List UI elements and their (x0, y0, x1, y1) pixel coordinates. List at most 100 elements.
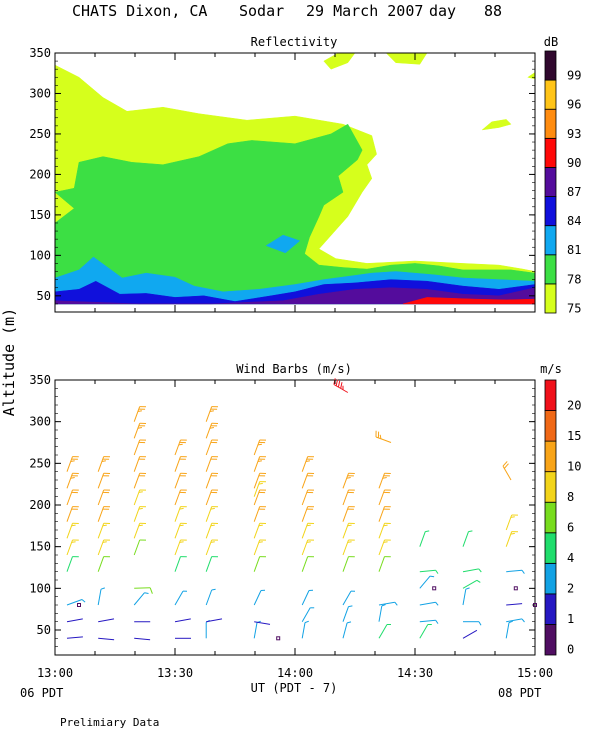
wind-barb-feather (102, 461, 106, 462)
wind-barb-feather (307, 525, 311, 526)
reflectivity-region-75db (324, 53, 355, 69)
wind-barb-shaft (98, 557, 104, 572)
wind-barb-shaft (463, 589, 466, 605)
wind-barb-feather (477, 580, 480, 582)
wind-barb-feather (307, 542, 311, 543)
wind-barb-feather (395, 602, 398, 605)
wind-barb-feather (103, 525, 107, 526)
wind-barb-shaft (67, 619, 83, 622)
wind-barb-shaft (134, 540, 140, 555)
wind-barb-feather (258, 461, 262, 462)
y-tick-label: 200 (29, 167, 51, 181)
wind-barb-feather (522, 570, 524, 573)
calm-marker (277, 637, 280, 640)
wind-barb-feather (348, 525, 352, 526)
wind-barb-feather (259, 542, 263, 543)
wind-barb-shaft (420, 570, 436, 571)
reflectivity-colorbar-label: 93 (567, 127, 581, 141)
wind-barb-shaft (302, 591, 309, 606)
wind-barb-feather (145, 593, 149, 594)
wind-barb-feather (436, 602, 439, 605)
wind-barb-feather (72, 525, 76, 526)
wind-barb-feather (180, 525, 184, 526)
wind-colorbar-swatch (545, 533, 556, 564)
wind-barb-feather (306, 461, 310, 462)
y-tick-label: 50 (37, 289, 51, 303)
wind-barb-feather (259, 525, 263, 526)
wind-barb-feather (425, 531, 429, 532)
wind-barb-shaft (463, 532, 469, 547)
wind-barb-feather (348, 542, 352, 543)
wind-barb-shaft (506, 619, 522, 622)
x-tick-label: 15:00 (517, 666, 553, 680)
wind-barb-shaft (134, 638, 150, 639)
reflectivity-colorbar-swatch (545, 284, 556, 313)
reflectivity-colorbar-swatch (545, 197, 556, 226)
wind-barb-shaft (420, 602, 436, 605)
wind-barb-shaft (134, 588, 150, 589)
wind-barb-feather (511, 517, 515, 518)
end-time-label: 08 PDT (498, 686, 541, 700)
reflectivity-colorbar-swatch (545, 138, 556, 167)
wind-barb-shaft (379, 625, 387, 639)
wind-barb-feather (138, 411, 142, 412)
wind-barb-feather (522, 619, 525, 622)
reflectivity-colorbar-label: 96 (567, 98, 581, 112)
wind-barb-feather (259, 483, 263, 484)
wind-barb-feather (210, 411, 214, 412)
wind-barb-shaft (506, 604, 522, 605)
wind-barb-shaft (506, 623, 509, 639)
wind-barb-shaft (134, 593, 144, 605)
wind-barb-shaft (302, 557, 308, 572)
wind-barb-shaft (67, 600, 82, 606)
wind-barb-feather (179, 444, 183, 445)
wind-barb-shaft (67, 557, 73, 572)
reflectivity-title: Reflectivity (251, 35, 338, 49)
reflectivity-colorbar-swatch (545, 255, 556, 284)
y-tick-label: 250 (29, 127, 51, 141)
y-tick-label: 350 (29, 46, 51, 60)
calm-marker (433, 587, 436, 590)
wind-barb-shaft (206, 619, 222, 622)
x-tick-label: 13:30 (157, 666, 193, 680)
y-tick-label: 150 (29, 540, 51, 554)
wind-barb-feather (210, 428, 214, 429)
wind-barb-feather (479, 569, 482, 572)
wind-barb-feather (436, 620, 438, 623)
reflectivity-colorbar-swatch (545, 51, 556, 80)
wind-barb-shaft (254, 591, 261, 606)
wind-colorbar-unit: m/s (540, 362, 562, 376)
wind-barb-shaft (98, 589, 101, 605)
wind-barb-feather (211, 508, 215, 509)
wind-barbs-frame (55, 380, 535, 655)
x-tick-label: 14:00 (277, 666, 313, 680)
wind-barb-shaft (420, 576, 430, 588)
wind-barbs-title: Wind Barbs (m/s) (236, 362, 352, 376)
wind-barb-feather (347, 478, 351, 479)
wind-barb-feather (180, 542, 184, 543)
wind-barb-feather (436, 570, 438, 573)
wind-barb-feather (511, 533, 515, 534)
y-tick-label: 50 (37, 623, 51, 637)
wind-barb-feather (211, 525, 215, 526)
reflectivity-colorbar-unit: dB (544, 35, 558, 49)
wind-barb-feather (139, 492, 143, 493)
wind-barb-shaft (379, 602, 395, 605)
wind-barb-shaft (379, 606, 382, 622)
wind-barb-shaft (98, 619, 114, 622)
wind-colorbar-label: 1 (567, 612, 574, 626)
wind-colorbar-label: 15 (567, 429, 581, 443)
wind-colorbar-label: 6 (567, 521, 574, 535)
wind-barb-feather (383, 478, 387, 479)
wind-barb-feather (72, 542, 76, 543)
reflectivity-colorbar-label: 78 (567, 272, 581, 286)
wind-barb-shaft (420, 625, 428, 639)
wind-colorbar-swatch (545, 502, 556, 533)
wind-colorbar-swatch (545, 441, 556, 472)
figure-title-instrument: Sodar (239, 2, 284, 20)
y-axis-label: Altitude (m) (0, 308, 18, 416)
